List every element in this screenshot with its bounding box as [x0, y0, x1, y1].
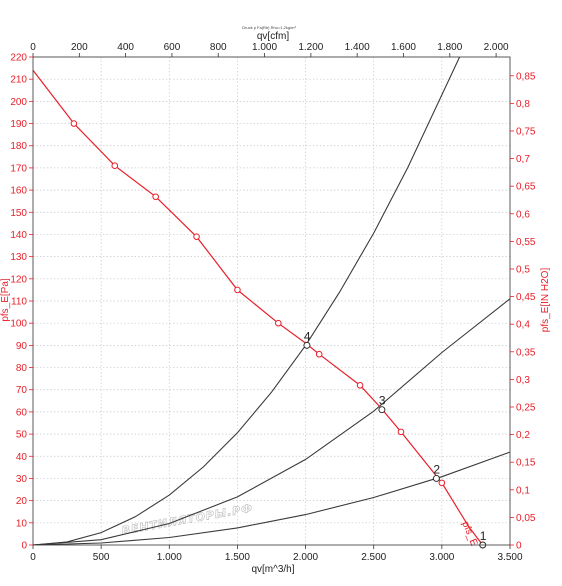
watermark-text: ВЕНТИЛЯТОРЫ.РФ	[121, 502, 254, 538]
system-curve-3	[33, 57, 461, 545]
system-curve-2	[33, 298, 510, 545]
y-right-tick-label: 0,7	[516, 154, 530, 165]
x-top-tick-label: 400	[117, 42, 134, 53]
fan-curve-marker	[234, 286, 241, 294]
x-top-tick-label: 1.400	[345, 42, 370, 53]
operating-point-marker	[378, 406, 386, 414]
fan-curve-marker	[70, 120, 78, 127]
y-left-tick-label: 160	[10, 186, 27, 197]
x-bottom-tick-label: 1.500	[225, 552, 250, 563]
x-top-tick-label: 1.000	[252, 42, 277, 53]
fan-curve-marker	[275, 319, 282, 327]
y-axis-left-title: pfs_E[Pa]	[0, 278, 11, 322]
y-right-tick-label: 0,3	[516, 375, 530, 386]
y-right-tick-label: 0,55	[516, 237, 536, 248]
y-right-tick-label: 0	[516, 541, 522, 552]
x-bottom-tick-label: 3.000	[429, 552, 454, 563]
y-right-tick-label: 0,6	[516, 209, 530, 220]
y-right-tick-label: 0,25	[516, 402, 536, 413]
y-right-tick-label: 0,2	[516, 430, 530, 441]
x-top-tick-label: 1.600	[391, 42, 416, 53]
operating-point-label: 4	[304, 329, 311, 343]
fan-curve-marker	[438, 479, 446, 487]
y-right-tick-label: 0,5	[516, 264, 530, 275]
operating-point-label: 3	[379, 394, 386, 408]
y-right-tick-label: 0,05	[516, 513, 536, 524]
y-right-tick-label: 0,75	[516, 126, 536, 137]
fan-curve-marker	[356, 381, 364, 389]
fan-curve: pfs_E	[32, 69, 484, 548]
y-right-tick-label: 0,35	[516, 347, 536, 358]
y-left-tick-label: 170	[10, 163, 27, 174]
fan-curve-marker	[193, 233, 200, 240]
y-right-tick-label: 0,4	[516, 320, 530, 331]
x-top-tick-label: 600	[164, 42, 181, 53]
y-left-tick-label: 80	[16, 363, 28, 374]
x-top-tick-label: 200	[71, 42, 88, 53]
y-left-tick-label: 130	[10, 252, 27, 263]
watermark: ВЕНТИЛЯТОРЫ.РФ	[121, 501, 255, 538]
y-left-tick-label: 150	[10, 208, 27, 219]
operating-point-label: 1	[480, 529, 487, 543]
fan-curve-marker	[315, 350, 323, 358]
x-bottom-tick-label: 500	[93, 552, 110, 563]
y-axis-right: 0 0,05 0,1 0,15 0,2 0,25 0,3 0,35 0,4 0,45 0,5 0,55…	[510, 71, 536, 552]
x-bottom-tick-label: 2.500	[361, 552, 386, 563]
y-right-tick-label: 0,1	[516, 485, 530, 496]
x-bottom-tick-label: 3.500	[497, 552, 522, 563]
y-right-tick-label: 0,65	[516, 182, 536, 193]
y-left-tick-label: 200	[10, 97, 27, 108]
fan-curve-marker	[111, 162, 119, 169]
x-top-tick-label: 800	[210, 42, 227, 53]
y-right-tick-label: 0,8	[516, 99, 530, 110]
operating-point-marker	[432, 475, 440, 482]
x-top-tick-label: 0	[30, 42, 36, 53]
fan-curve-marker	[152, 193, 159, 201]
y-left-tick-label: 70	[16, 385, 28, 396]
x-axis-top-title: qv[cfm]	[257, 31, 289, 42]
x-top-tick-label: 1.200	[298, 42, 323, 53]
x-axis-bottom: 0 500 1.000 1.500 2.000 2.500 3.000 3.500	[30, 545, 523, 563]
fan-curve-line	[32, 69, 484, 546]
x-top-tick-label: 1.800	[437, 42, 462, 53]
y-left-tick-label: 20	[16, 496, 28, 507]
operating-point-label: 2	[433, 462, 440, 476]
x-top-tick-label: 2.000	[484, 42, 509, 53]
operating-point-marker	[303, 341, 311, 349]
y-left-tick-label: 140	[10, 230, 27, 241]
y-axis-left: 0 10 20 30 40 50 60 70 80 90 100 110 120 130 140 150 160…	[10, 53, 33, 552]
y-left-tick-label: 0	[21, 541, 27, 552]
x-bottom-tick-label: 1.000	[157, 552, 182, 563]
x-axis-top: 0 200 400 600 800 1.000 1.200 1.400 1.600 1.800 2.…	[30, 42, 509, 57]
fan-curve-marker	[397, 428, 405, 436]
y-right-tick-label: 0,15	[516, 458, 536, 469]
y-right-tick-label: 0,85	[516, 71, 536, 82]
fan-curve-label: pfs_E	[460, 520, 480, 548]
x-bottom-tick-label: 0	[30, 552, 36, 563]
y-left-tick-label: 30	[16, 474, 28, 485]
y-left-tick-label: 220	[10, 53, 27, 64]
y-left-tick-label: 40	[16, 452, 28, 463]
y-left-tick-label: 100	[10, 319, 27, 330]
y-left-tick-label: 210	[10, 75, 27, 86]
y-left-tick-label: 10	[16, 518, 28, 529]
y-left-tick-label: 50	[16, 430, 28, 441]
y-left-tick-label: 110	[11, 297, 27, 308]
y-left-tick-label: 180	[10, 141, 27, 152]
y-left-tick-label: 60	[16, 407, 28, 418]
y-left-tick-label: 120	[10, 274, 27, 285]
y-right-tick-label: 0,45	[516, 292, 536, 303]
y-axis-right-title: pfs_E[IN H2O]	[540, 268, 551, 333]
x-bottom-tick-label: 2.000	[293, 552, 318, 563]
curves	[33, 57, 510, 545]
chart-caption: Druck p Fa(Rb) Rho=1,2kg/m³	[242, 25, 296, 30]
y-left-tick-label: 90	[16, 341, 28, 352]
system-curve-1	[33, 451, 510, 545]
y-left-tick-label: 190	[10, 119, 27, 130]
operating-points: 1 2 3 4	[303, 329, 487, 549]
x-axis-bottom-title: qv[m^3/h]	[251, 564, 294, 575]
